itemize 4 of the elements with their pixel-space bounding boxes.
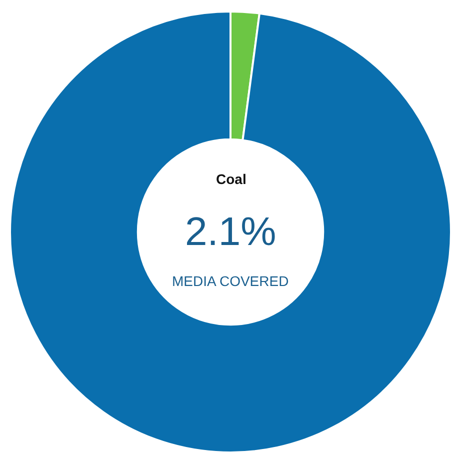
data-label: 2.1% [185, 210, 276, 254]
text: MEDIA COVERED [172, 273, 289, 289]
donut-slice [9, 10, 452, 454]
slice-label: Coal [216, 171, 246, 187]
